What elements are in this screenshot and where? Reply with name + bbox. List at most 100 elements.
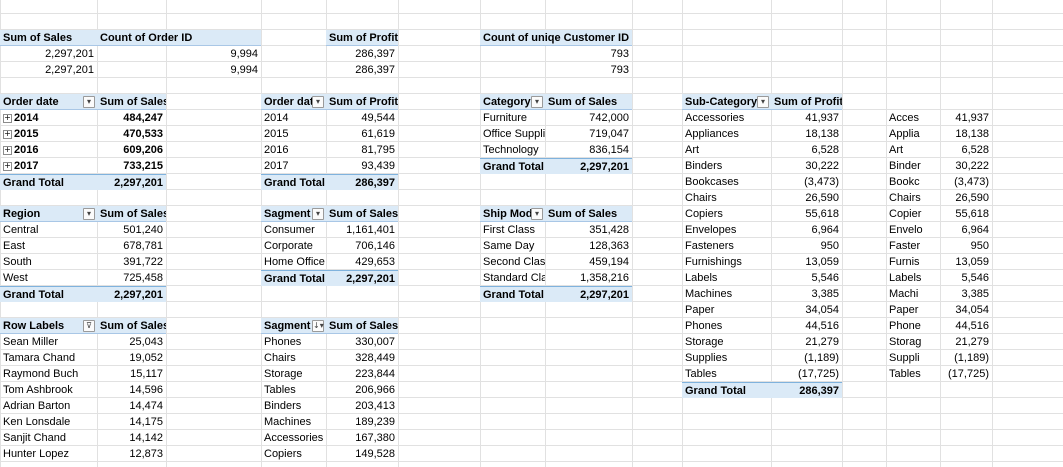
pivot-row-label[interactable]: Tables	[261, 382, 326, 398]
pivot-row-value[interactable]: 733,215	[97, 158, 166, 174]
pivot-row-header[interactable]: Sagment	[261, 318, 326, 334]
order-date-filter-icon[interactable]: ▾	[83, 96, 95, 108]
pivot-row-value[interactable]: 470,533	[97, 126, 166, 142]
pivot-row-value[interactable]: 12,873	[97, 446, 166, 462]
category-filter-icon[interactable]: ▾	[531, 96, 543, 108]
pivot-row-label[interactable]: Fasteners	[682, 238, 771, 254]
summary-header[interactable]: Sum of Profit	[326, 30, 398, 46]
summary-value[interactable]: 9,994	[166, 62, 261, 78]
pivot-value-header[interactable]: Sum of Sales	[97, 318, 166, 334]
pivot-row-value[interactable]: 128,363	[545, 238, 632, 254]
pivot-row-label[interactable]: Applia	[886, 126, 940, 142]
pivot-row-label[interactable]: West	[0, 270, 97, 286]
pivot-row-value[interactable]: 14,474	[97, 398, 166, 414]
pivot-row-label[interactable]: Bookcases	[682, 174, 771, 190]
pivot-row-label[interactable]: Storage	[261, 366, 326, 382]
summary-value[interactable]: 793	[545, 62, 632, 78]
pivot-row-value[interactable]: 203,413	[326, 398, 398, 414]
pivot-row-label[interactable]: East	[0, 238, 97, 254]
summary-header[interactable]: Sum of Sales	[0, 30, 97, 46]
summary-header[interactable]: Count of uniqe Customer ID	[480, 30, 632, 46]
segment-filter-icon[interactable]: ▾	[312, 208, 324, 220]
order-date-filter-icon[interactable]: ▾	[312, 96, 324, 108]
pivot-row-value[interactable]: 41,937	[771, 110, 842, 126]
pivot-row-value[interactable]: 1,358,216	[545, 270, 632, 286]
pivot-row-label[interactable]: +2016	[0, 142, 97, 158]
pivot-row-value[interactable]: 5,546	[940, 270, 992, 286]
pivot-row-label[interactable]: Accessories	[682, 110, 771, 126]
grand-total-label[interactable]: Grand Total	[682, 382, 771, 398]
pivot-row-value[interactable]: 14,175	[97, 414, 166, 430]
pivot-row-label[interactable]: +2014	[0, 110, 97, 126]
grand-total-value[interactable]: 2,297,201	[97, 286, 166, 302]
grand-total-label[interactable]: Grand Total	[480, 158, 545, 174]
pivot-row-label[interactable]: Copiers	[261, 446, 326, 462]
grand-total-value[interactable]: 286,397	[771, 382, 842, 398]
pivot-row-label[interactable]: Machines	[261, 414, 326, 430]
pivot-row-value[interactable]: 950	[771, 238, 842, 254]
ship-mode-filter-icon[interactable]: ▾	[531, 208, 543, 220]
region-filter-icon[interactable]: ▾	[83, 208, 95, 220]
pivot-row-value[interactable]: 15,117	[97, 366, 166, 382]
pivot-row-label[interactable]: Labels	[886, 270, 940, 286]
pivot-row-label[interactable]: Copier	[886, 206, 940, 222]
pivot-row-value[interactable]: 189,239	[326, 414, 398, 430]
sub-category-filter-icon[interactable]: ▾	[757, 96, 769, 108]
pivot-row-label[interactable]: Sean Miller	[0, 334, 97, 350]
pivot-row-value[interactable]: 206,966	[326, 382, 398, 398]
pivot-row-value[interactable]: 44,516	[940, 318, 992, 334]
grand-total-label[interactable]: Grand Total	[261, 174, 326, 190]
pivot-row-value[interactable]: 719,047	[545, 126, 632, 142]
pivot-row-label[interactable]: Home Office	[261, 254, 326, 270]
pivot-row-value[interactable]: 26,590	[771, 190, 842, 206]
pivot-row-label[interactable]: Art	[682, 142, 771, 158]
pivot-row-header[interactable]: Category	[480, 94, 545, 110]
pivot-row-value[interactable]: 55,618	[771, 206, 842, 222]
pivot-row-label[interactable]: Phones	[261, 334, 326, 350]
pivot-row-label[interactable]: Suppli	[886, 350, 940, 366]
pivot-row-value[interactable]: 3,385	[940, 286, 992, 302]
grand-total-value[interactable]: 286,397	[326, 174, 398, 190]
pivot-row-label[interactable]: Second Class	[480, 254, 545, 270]
pivot-row-label[interactable]: Office Supplies	[480, 126, 545, 142]
summary-value[interactable]: 2,297,201	[0, 46, 97, 62]
pivot-row-header[interactable]: Sagment	[261, 206, 326, 222]
pivot-row-label[interactable]: Consumer	[261, 222, 326, 238]
pivot-row-value[interactable]: 742,000	[545, 110, 632, 126]
pivot-value-header[interactable]: Sum of Profit	[326, 94, 398, 110]
pivot-value-header[interactable]: Sum of Sales	[97, 206, 166, 222]
summary-value[interactable]: 793	[545, 46, 632, 62]
pivot-row-label[interactable]: Paper	[682, 302, 771, 318]
pivot-row-value[interactable]: 34,054	[771, 302, 842, 318]
pivot-row-value[interactable]: 93,439	[326, 158, 398, 174]
pivot-row-header[interactable]: Region	[0, 206, 97, 222]
pivot-value-header[interactable]: Sum of Sales	[97, 94, 166, 110]
pivot-row-label[interactable]: Raymond Buch	[0, 366, 97, 382]
grand-total-label[interactable]: Grand Total	[480, 286, 545, 302]
pivot-row-value[interactable]: 21,279	[771, 334, 842, 350]
pivot-row-value[interactable]: 14,142	[97, 430, 166, 446]
pivot-row-label[interactable]: Accessories	[261, 430, 326, 446]
pivot-row-value[interactable]: 18,138	[771, 126, 842, 142]
pivot-row-value[interactable]: 351,428	[545, 222, 632, 238]
expand-icon[interactable]: +	[3, 161, 12, 171]
pivot-row-label[interactable]: Phone	[886, 318, 940, 334]
pivot-row-value[interactable]: 6,528	[771, 142, 842, 158]
pivot-row-label[interactable]: +2015	[0, 126, 97, 142]
pivot-row-value[interactable]: 14,596	[97, 382, 166, 398]
pivot-row-value[interactable]: 391,722	[97, 254, 166, 270]
pivot-row-value[interactable]: 55,618	[940, 206, 992, 222]
pivot-row-label[interactable]: Machines	[682, 286, 771, 302]
pivot-value-header[interactable]: Sum of Sales	[326, 318, 398, 334]
pivot-row-label[interactable]: Chairs	[886, 190, 940, 206]
pivot-row-value[interactable]: 81,795	[326, 142, 398, 158]
pivot-row-value[interactable]: 501,240	[97, 222, 166, 238]
pivot-row-value[interactable]: 21,279	[940, 334, 992, 350]
row-labels-filter-icon[interactable]: ⊽	[83, 320, 95, 332]
grand-total-value[interactable]: 2,297,201	[326, 270, 398, 286]
pivot-row-label[interactable]: Tables	[886, 366, 940, 382]
summary-value[interactable]: 286,397	[326, 46, 398, 62]
pivot-row-label[interactable]: Tables	[682, 366, 771, 382]
pivot-row-label[interactable]: Phones	[682, 318, 771, 334]
pivot-row-label[interactable]: Standard Class	[480, 270, 545, 286]
